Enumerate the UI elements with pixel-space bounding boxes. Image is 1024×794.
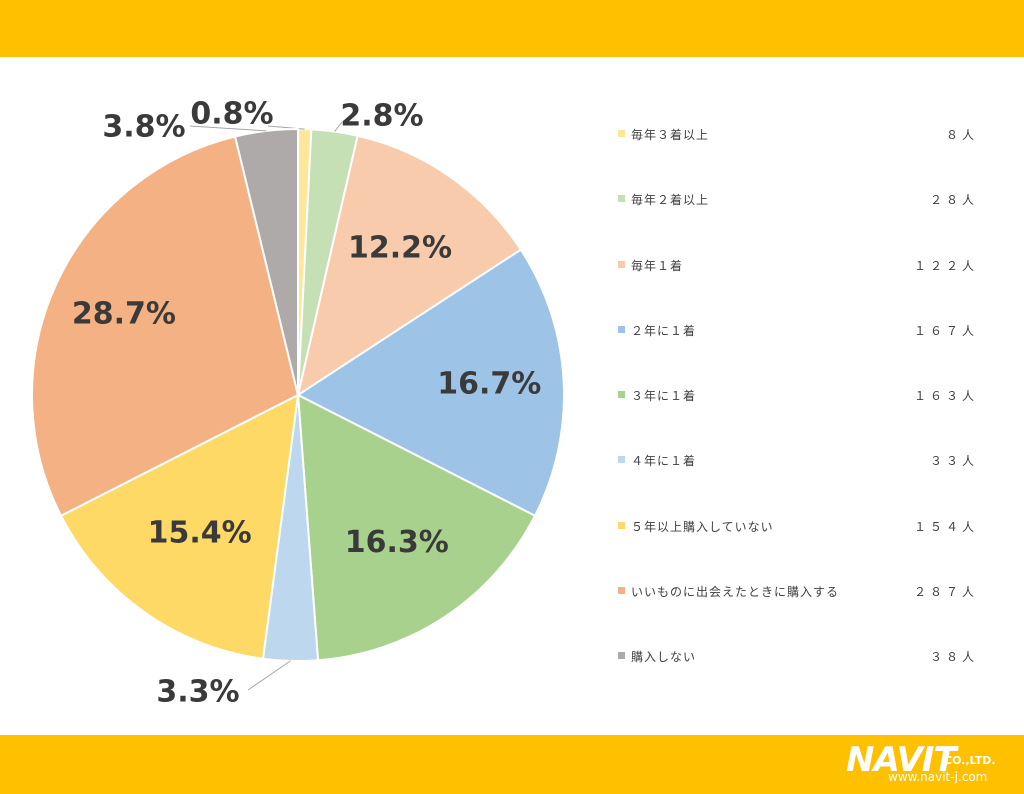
pie-slice-3 [296, 134, 523, 398]
pie-leader-6 [247, 660, 291, 691]
company-logo: NAVIT CO.,LTD. www.navit-j.com [846, 740, 1016, 790]
bottom-banner [0, 735, 1024, 794]
legend-label: 毎年２着以上 [631, 193, 710, 208]
legend-swatch [618, 195, 625, 203]
pie-label-9: 3.8% [102, 110, 185, 145]
legend-count: ３８人 [929, 650, 978, 665]
legend-swatch [618, 521, 625, 529]
pie-slice-9 [233, 127, 299, 396]
legend-item-4: ２年に１着 １６７人 [618, 314, 978, 379]
legend-item-7: ５年以上購入していない １５４人 [618, 510, 978, 575]
legend-count: ２８人 [929, 193, 978, 208]
legend-swatch [618, 130, 625, 137]
legend-item-1: 毎年３着以上 ８人 [618, 118, 978, 183]
legend-count: ２８７人 [913, 585, 978, 600]
legend-label: ３年に１着 [631, 389, 697, 404]
legend-item-2: 毎年２着以上 ２８人 [618, 183, 978, 248]
pie-label-3: 12.2% [348, 230, 452, 265]
pie-label-4: 16.7% [437, 366, 541, 401]
pie-label-8: 28.7% [72, 297, 176, 332]
legend-swatch [618, 652, 625, 660]
legend-count: １６７人 [913, 323, 978, 338]
legend-swatch [618, 260, 625, 268]
pie-slice-5 [296, 393, 537, 662]
pie-label-1: 0.8% [190, 97, 273, 132]
legend-item-8: いいものに出会えたときに購入する ２８７人 [618, 575, 978, 640]
legend-swatch [618, 391, 625, 399]
legend-count: ８人 [945, 128, 978, 142]
legend-swatch [618, 456, 625, 464]
logo-url: www.navit-j.com [888, 770, 988, 784]
pie-leader-2 [334, 121, 343, 132]
pie-label-5: 16.3% [345, 525, 449, 560]
logo-company-suffix: CO.,LTD. [944, 754, 996, 767]
legend-count: ３３人 [929, 454, 978, 469]
pie-leader-9 [189, 125, 267, 132]
legend-item-3: 毎年１着 １２２人 [618, 249, 978, 314]
logo-wordmark: NAVIT [846, 740, 957, 780]
legend-count: １２２人 [913, 258, 978, 273]
legend-count: １６３人 [913, 389, 978, 404]
pie-slice-7 [59, 393, 300, 660]
legend-swatch [618, 325, 625, 333]
legend-label: ５年以上購入していない [631, 519, 774, 534]
legend-item-6: ４年に１着 ３３人 [618, 444, 978, 509]
pie-label-2: 2.8% [340, 99, 423, 134]
pie-label-7: 15.4% [148, 515, 252, 550]
legend-label: いいものに出会えたときに購入する [631, 585, 840, 600]
legend-label: 毎年１着 [631, 258, 684, 273]
legend-swatch [618, 587, 625, 595]
legend-label: ２年に１着 [631, 323, 697, 338]
legend-label: 毎年３着以上 [631, 128, 710, 142]
chart-legend: 毎年３着以上 ８人毎年２着以上 ２８人毎年１着 １２２人 ２年に１着 １６７人 ３年に１着 １… [618, 118, 978, 706]
legend-label: ４年に１着 [631, 454, 697, 469]
pie-label-6: 3.3% [156, 675, 239, 710]
legend-item-5: ３年に１着 １６３人 [618, 379, 978, 444]
legend-item-9: 購入しない ３８人 [618, 640, 978, 705]
legend-label: 購入しない [631, 650, 697, 665]
pie-slice-4 [296, 248, 565, 518]
top-banner [0, 0, 1024, 57]
pie-slice-8 [31, 135, 300, 518]
pie-chart: 0.8% 2.8% 12.2% 16.7% 16.3% 3.3% 15.4% 28.7% 3.8… [31, 97, 565, 710]
legend-count: １５４人 [913, 519, 978, 534]
